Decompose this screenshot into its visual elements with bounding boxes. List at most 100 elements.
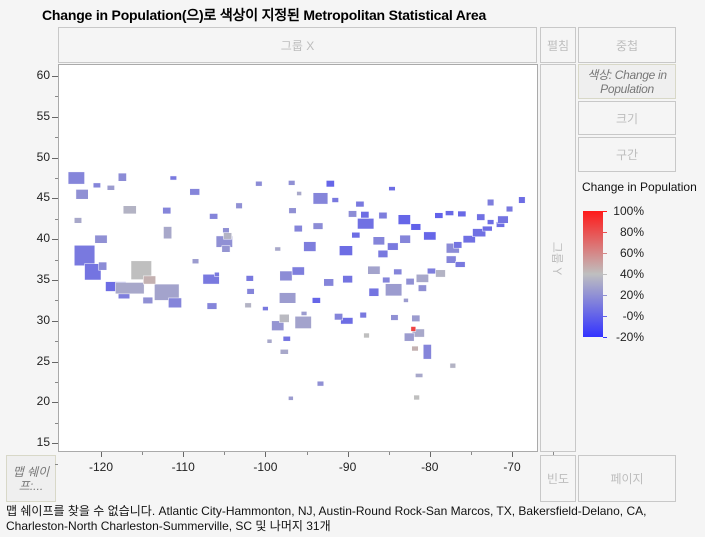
msa-region[interactable] [360,211,370,219]
msa-region[interactable] [482,225,493,232]
msa-region[interactable] [393,268,403,275]
msa-region[interactable] [434,212,444,219]
msa-region[interactable] [189,188,200,196]
msa-region[interactable] [403,298,409,303]
msa-region[interactable] [303,241,317,252]
interval-dropzone[interactable]: 구간 [578,137,676,172]
msa-region[interactable] [279,349,289,355]
msa-region[interactable] [316,380,325,387]
msa-region[interactable] [274,246,281,252]
msa-region[interactable] [168,297,182,308]
msa-region[interactable] [271,320,285,331]
msa-region[interactable] [92,182,101,189]
msa-region[interactable] [282,336,291,342]
msa-region[interactable] [279,292,297,304]
msa-region[interactable] [312,222,324,230]
page-dropzone[interactable]: 페이지 [578,455,676,502]
msa-region[interactable] [288,180,296,186]
msa-region[interactable] [449,362,456,369]
msa-region[interactable] [334,313,343,321]
msa-region[interactable] [246,288,255,295]
msa-region[interactable] [245,275,254,282]
msa-region[interactable] [418,284,427,292]
msa-region[interactable] [84,263,102,281]
msa-region[interactable] [221,245,231,253]
msa-region[interactable] [351,232,361,239]
msa-region[interactable] [300,311,308,316]
msa-region[interactable] [106,185,115,191]
msa-region[interactable] [390,314,399,321]
msa-region[interactable] [74,217,82,224]
msa-region[interactable] [340,317,354,325]
group-y-dropzone[interactable]: 그룹 Y [540,64,576,452]
msa-region[interactable] [115,282,145,295]
wrap-dropzone[interactable]: 펼침 [540,27,576,63]
size-dropzone[interactable]: 크기 [578,101,676,135]
msa-region[interactable] [209,213,218,220]
msa-region[interactable] [399,234,411,244]
msa-region[interactable] [357,218,375,230]
msa-region[interactable] [169,175,177,181]
msa-region[interactable] [411,314,421,322]
msa-region[interactable] [476,213,486,221]
msa-region[interactable] [312,297,321,304]
msa-region[interactable] [255,181,263,187]
msa-region[interactable] [67,171,85,185]
msa-region[interactable] [118,172,127,182]
msa-region[interactable] [75,189,89,200]
group-x-dropzone[interactable]: 그룹 X [58,27,537,63]
msa-region[interactable] [143,275,156,285]
msa-region[interactable] [413,394,420,401]
msa-region[interactable] [94,234,108,244]
msa-region[interactable] [368,287,380,297]
msa-region[interactable] [294,316,312,329]
msa-region[interactable] [363,332,370,339]
msa-region[interactable] [291,266,305,276]
msa-region[interactable] [445,255,457,264]
msa-region[interactable] [244,302,252,308]
msa-region[interactable] [325,180,335,188]
msa-region[interactable] [279,314,290,323]
msa-region[interactable] [348,210,357,218]
msa-region[interactable] [505,205,514,213]
msa-region[interactable] [378,212,388,220]
msa-region[interactable] [235,202,243,209]
msa-region[interactable] [312,192,329,205]
msa-region[interactable] [387,242,399,251]
msa-region[interactable] [214,271,220,277]
msa-region[interactable] [377,249,389,258]
msa-region[interactable] [487,219,495,225]
msa-region[interactable] [293,225,303,233]
map-plot-area[interactable] [58,64,538,452]
msa-region[interactable] [497,215,509,224]
msa-region[interactable] [331,197,339,203]
msa-region[interactable] [355,201,365,208]
msa-region[interactable] [397,214,411,225]
msa-region[interactable] [163,226,172,240]
msa-region[interactable] [415,373,424,378]
msa-region[interactable] [487,198,495,206]
msa-region[interactable] [191,258,200,264]
msa-region[interactable] [206,302,218,310]
map-shape-dropzone[interactable]: 맵 쉐이프:... [6,455,56,502]
msa-region[interactable] [74,245,96,266]
msa-region[interactable] [385,283,403,297]
msa-region[interactable] [142,296,154,304]
msa-region[interactable] [427,267,436,275]
msa-region[interactable] [339,245,353,256]
msa-region[interactable] [423,231,437,241]
msa-region[interactable] [462,235,476,244]
msa-region[interactable] [296,191,302,196]
overlay-dropzone[interactable]: 중첩 [578,27,676,63]
msa-region[interactable] [410,223,422,231]
freq-dropzone[interactable]: 빈도 [540,455,576,502]
msa-region[interactable] [223,232,232,240]
msa-region[interactable] [279,270,293,282]
msa-region[interactable] [518,196,526,204]
color-dropzone[interactable]: 색상: Change in Population [578,64,676,99]
msa-region[interactable] [445,210,454,216]
msa-region[interactable] [342,275,353,284]
msa-region[interactable] [455,261,466,268]
msa-region[interactable] [372,236,385,246]
msa-region[interactable] [359,311,367,319]
